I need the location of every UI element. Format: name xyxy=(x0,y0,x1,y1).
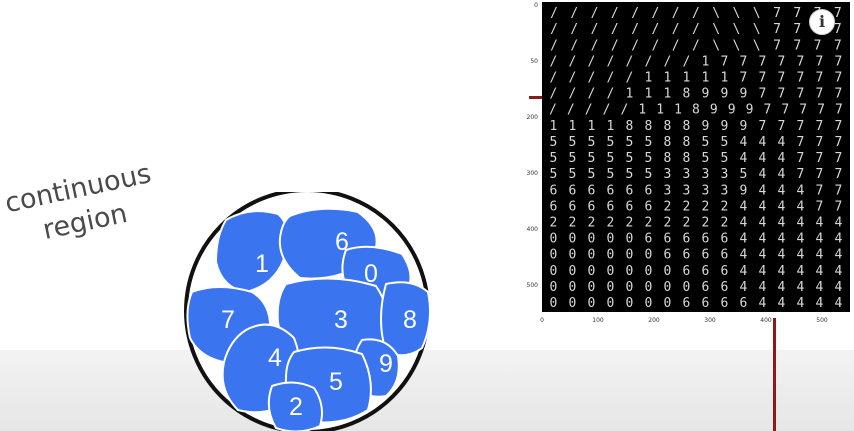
x-tick-label: 200 xyxy=(648,317,660,324)
blob-digit-1 xyxy=(214,210,289,294)
blob-label-1: 1 xyxy=(255,250,269,278)
y-tick-label: 200 xyxy=(527,114,539,121)
x-tick-label: 0 xyxy=(540,317,544,324)
blob-digit-labels: 1 6 0 7 3 8 4 9 5 2 xyxy=(221,228,417,421)
manifold-row: / / / //1 1 1 8 9 9 9 7 7 7 7 7 xyxy=(549,103,843,118)
manifold-row: / / //1 1 1 8 9 9 9 7 7 7 7 7 xyxy=(550,87,843,102)
y-tick-label: 500 xyxy=(527,282,539,289)
blob-label-8: 8 xyxy=(403,306,417,334)
blob-label-2: 2 xyxy=(289,393,303,421)
red-marker-line xyxy=(773,318,776,431)
blob-group xyxy=(186,207,431,431)
continuous-region-label: continuous region xyxy=(2,157,161,254)
manifold-y-ticks: 0 50 200 300 400 500 xyxy=(527,2,539,289)
manifold-image-area xyxy=(542,2,850,312)
blob-label-5: 5 xyxy=(329,368,343,396)
y-tick-label: 400 xyxy=(527,226,539,233)
y-tick-label: 50 xyxy=(530,58,538,65)
floor-shadow xyxy=(0,350,854,431)
manifold-row: / / / / / / //1 7 7 7 7 7 7 7 xyxy=(550,54,843,69)
manifold-row: / / / //1 1 1 1 1 7 7 7 7 7 7 xyxy=(550,71,843,86)
x-tick-label: 300 xyxy=(704,317,716,324)
red-marker-tick xyxy=(529,96,542,99)
manifold-digit-grid: ////////\\\7777////////\\\7777////////\\… xyxy=(549,6,843,311)
manifold-x-ticks: 0 100 200 300 400 500 xyxy=(540,317,828,324)
latent-space-blob-diagram: 1 6 0 7 3 8 4 9 5 2 xyxy=(184,192,431,431)
blob-digit-8 xyxy=(380,281,431,357)
blob-label-9: 9 xyxy=(379,350,393,378)
y-tick-label: 0 xyxy=(534,2,538,9)
blob-digit-2 xyxy=(267,381,323,431)
blob-label-3: 3 xyxy=(334,306,348,334)
info-icon: i xyxy=(818,12,826,31)
blob-label-6: 6 xyxy=(335,228,349,256)
y-tick-label: 300 xyxy=(527,170,539,177)
blob-label-0: 0 xyxy=(364,260,378,288)
blob-label-7: 7 xyxy=(221,306,235,334)
blob-label-4: 4 xyxy=(268,344,282,372)
x-tick-label: 400 xyxy=(760,317,772,324)
latent-manifold-plot: ////////\\\7777////////\\\7777////////\\… xyxy=(527,2,850,324)
info-button[interactable]: i xyxy=(809,9,835,35)
x-tick-label: 500 xyxy=(816,317,828,324)
x-tick-label: 100 xyxy=(592,317,604,324)
